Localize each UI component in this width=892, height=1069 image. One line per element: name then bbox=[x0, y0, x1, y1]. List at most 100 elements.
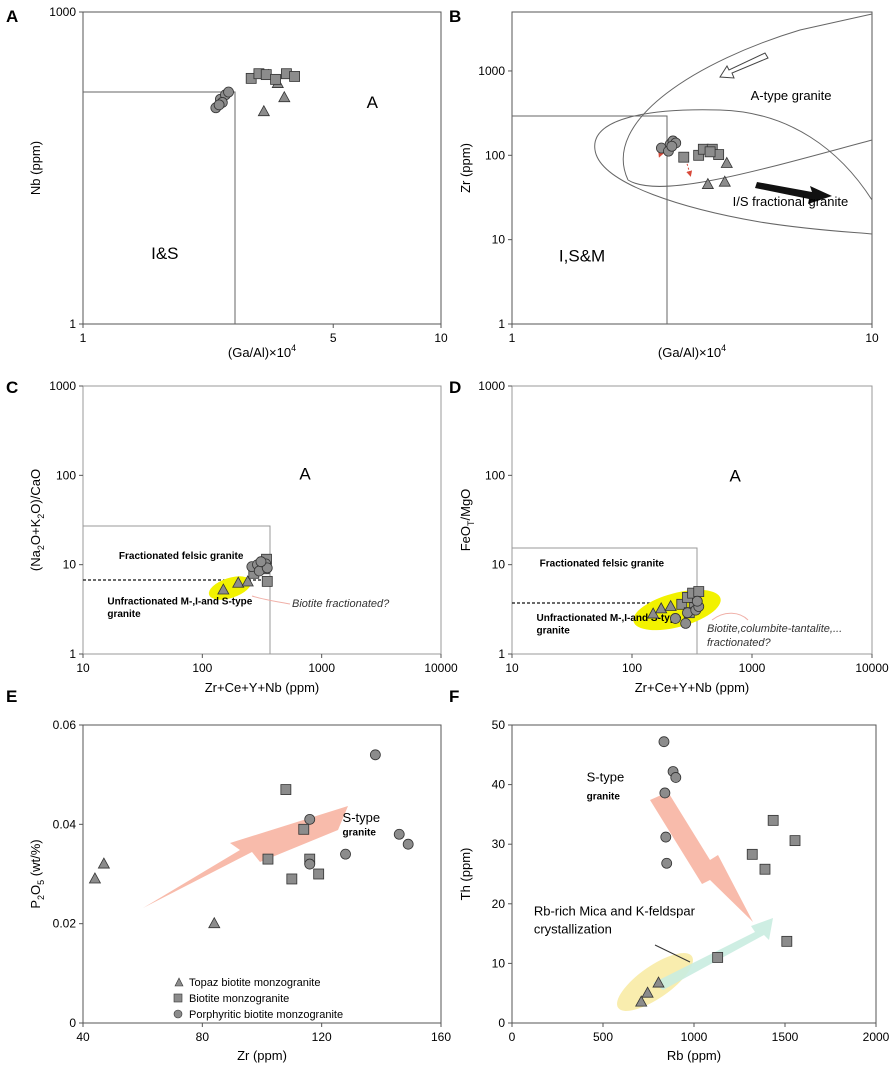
panel-c-ytick-label: 1 bbox=[69, 647, 76, 661]
panel-c-region-label: Fractionated felsic granite bbox=[119, 551, 244, 562]
panel-e-circle-point bbox=[304, 858, 316, 870]
panel-a-region-label: A bbox=[367, 93, 379, 112]
panel-f-xtick-label: 2000 bbox=[863, 1030, 890, 1044]
panel-b-region-label: I/S fractional granite bbox=[733, 194, 849, 209]
panel-f-square-point bbox=[767, 814, 779, 826]
panel-c-frame bbox=[82, 385, 442, 655]
fractional-field-upper bbox=[594, 109, 873, 201]
panel-f-xtick-label: 1000 bbox=[681, 1030, 708, 1044]
panel-c-triangle-point bbox=[217, 583, 230, 595]
panel-b-region-label: I,S&M bbox=[559, 247, 605, 266]
panel-letter-e: E bbox=[6, 687, 17, 706]
panel-a-xtick-label: 1 bbox=[80, 331, 87, 345]
legend-square-icon bbox=[173, 993, 183, 1003]
panel-b-square-point bbox=[678, 151, 690, 163]
panel-e-s-type-arrow bbox=[143, 806, 348, 908]
panel-a-ytick-label: 1000 bbox=[49, 5, 76, 19]
panel-b-square-point bbox=[704, 146, 716, 158]
panel-e-ytick-label: 0.04 bbox=[53, 817, 77, 831]
legend-circle-icon bbox=[173, 1009, 183, 1019]
panel-e-square-point bbox=[298, 823, 310, 835]
panel-f-triangle-point bbox=[641, 986, 654, 998]
panel-c-xtick-label: 10000 bbox=[424, 661, 458, 675]
panel-f-region-label: crystallization bbox=[534, 922, 612, 937]
panel-d-frame bbox=[511, 385, 873, 655]
panel-f-xtick-label: 500 bbox=[593, 1030, 613, 1044]
panel-e-region-label: granite bbox=[343, 827, 377, 838]
panel-b-triangle-point bbox=[720, 156, 733, 168]
panel-d-ytick-label: 1000 bbox=[478, 379, 505, 393]
panel-b-ylabel: Zr (ppm) bbox=[458, 143, 473, 193]
panel-e-xlabel: Zr (ppm) bbox=[237, 1048, 287, 1063]
panel-a-square-point bbox=[270, 73, 281, 85]
panel-d-ylabel: FeOT/MgO bbox=[458, 489, 476, 552]
panel-d-ytick-label: 1 bbox=[498, 647, 505, 661]
panel-a-xlabel-main: (Ga/Al)×10 bbox=[228, 345, 291, 360]
panel-e-ytick-label: 0 bbox=[69, 1016, 76, 1030]
panel-f-region-label: S-type bbox=[587, 770, 625, 785]
panel-d-region-label: granite bbox=[536, 625, 570, 636]
panel-f-xtick-label: 1500 bbox=[772, 1030, 799, 1044]
panel-b-ytick-label: 1 bbox=[498, 317, 505, 331]
panel-e-region-label: S-type bbox=[343, 810, 381, 825]
panel-a-xtick-label: 10 bbox=[434, 331, 448, 345]
panel-b-xlabel-sup: 4 bbox=[721, 343, 726, 353]
panel-b-xtick-label: 1 bbox=[509, 331, 516, 345]
panel-d-xtick-label: 1000 bbox=[739, 661, 766, 675]
panel-f-red-arrow bbox=[650, 792, 753, 922]
panel-letter-c: C bbox=[6, 378, 18, 397]
panel-f-square-point bbox=[712, 952, 724, 963]
panel-d-leader-line bbox=[711, 612, 749, 621]
panel-a-square-point bbox=[289, 71, 301, 82]
panel-a-boundary bbox=[83, 91, 236, 324]
panel-b-triangle-point bbox=[701, 177, 715, 189]
panel-b-circle-point bbox=[666, 140, 678, 152]
a-type-arrow-icon bbox=[719, 52, 769, 79]
panel-f-square-point bbox=[746, 848, 758, 860]
panel-e-xtick-label: 40 bbox=[76, 1030, 90, 1044]
panel-f-frame bbox=[511, 724, 877, 1024]
panel-f-square-point bbox=[789, 835, 801, 847]
panel-b-triangle-point bbox=[718, 175, 731, 187]
panel-e-legend: Topaz biotite monzogranite Biotite monzo… bbox=[173, 977, 343, 1021]
panel-a-circle-point bbox=[223, 86, 234, 98]
panel-c-leader-line bbox=[251, 595, 291, 605]
panel-d-triangle-point bbox=[664, 599, 677, 611]
panel-e-square-point bbox=[313, 868, 325, 880]
panel-a-region-label: I&S bbox=[151, 244, 178, 263]
legend-label-porphyritic: Porphyritic biotite monzogranite bbox=[189, 1009, 343, 1021]
panel-e-square-point bbox=[262, 853, 274, 865]
panel-f-xtick-label: 0 bbox=[509, 1030, 516, 1044]
panel-e-triangle-point bbox=[208, 916, 221, 929]
panel-e-circle-point bbox=[402, 838, 414, 850]
panel-f-ytick-label: 30 bbox=[492, 837, 506, 851]
panel-b-ytick-label: 100 bbox=[485, 148, 505, 162]
panel-f-region-label: Rb-rich Mica and K-feldspar bbox=[534, 904, 696, 919]
panel-b-xtick-label: 10 bbox=[865, 331, 879, 345]
panel-c-ytick-label: 1000 bbox=[49, 379, 76, 393]
panel-f-ytick-label: 20 bbox=[492, 897, 506, 911]
panel-d-triangle-point bbox=[654, 602, 668, 614]
panel-f-circle-point bbox=[661, 857, 673, 869]
panel-letter-b: B bbox=[449, 7, 461, 26]
panel-c-boundary bbox=[83, 525, 271, 654]
panel-d-circle-point bbox=[670, 613, 681, 624]
panel-c-circle-point bbox=[255, 556, 267, 568]
panel-e-square-point bbox=[286, 873, 298, 885]
panel-d-xtick-label: 10 bbox=[505, 661, 519, 675]
panel-a-xtick-label: 5 bbox=[330, 331, 337, 345]
legend-label-biotite: Biotite monzogranite bbox=[189, 993, 289, 1005]
panel-d-ytick-label: 10 bbox=[492, 558, 506, 572]
panel-e-ylabel: P2O5 (wt/%) bbox=[28, 839, 46, 908]
panel-f-triangle-point bbox=[652, 976, 665, 988]
panel-f-ytick-label: 50 bbox=[492, 718, 506, 732]
panel-c-ytick-label: 100 bbox=[56, 468, 76, 482]
panel-f-circle-point bbox=[658, 736, 670, 748]
panel-c-xtick-label: 10 bbox=[76, 661, 90, 675]
panel-letter-a: A bbox=[6, 7, 18, 26]
panel-a-triangle-point bbox=[278, 90, 291, 103]
panel-a-square-point bbox=[260, 69, 272, 81]
panel-d-xlabel: Zr+Ce+Y+Nb (ppm) bbox=[635, 680, 750, 695]
panel-d-region-label: Unfractionated M-,I-and S-type bbox=[536, 613, 681, 624]
panel-a-xlabel-sup: 4 bbox=[291, 343, 296, 353]
